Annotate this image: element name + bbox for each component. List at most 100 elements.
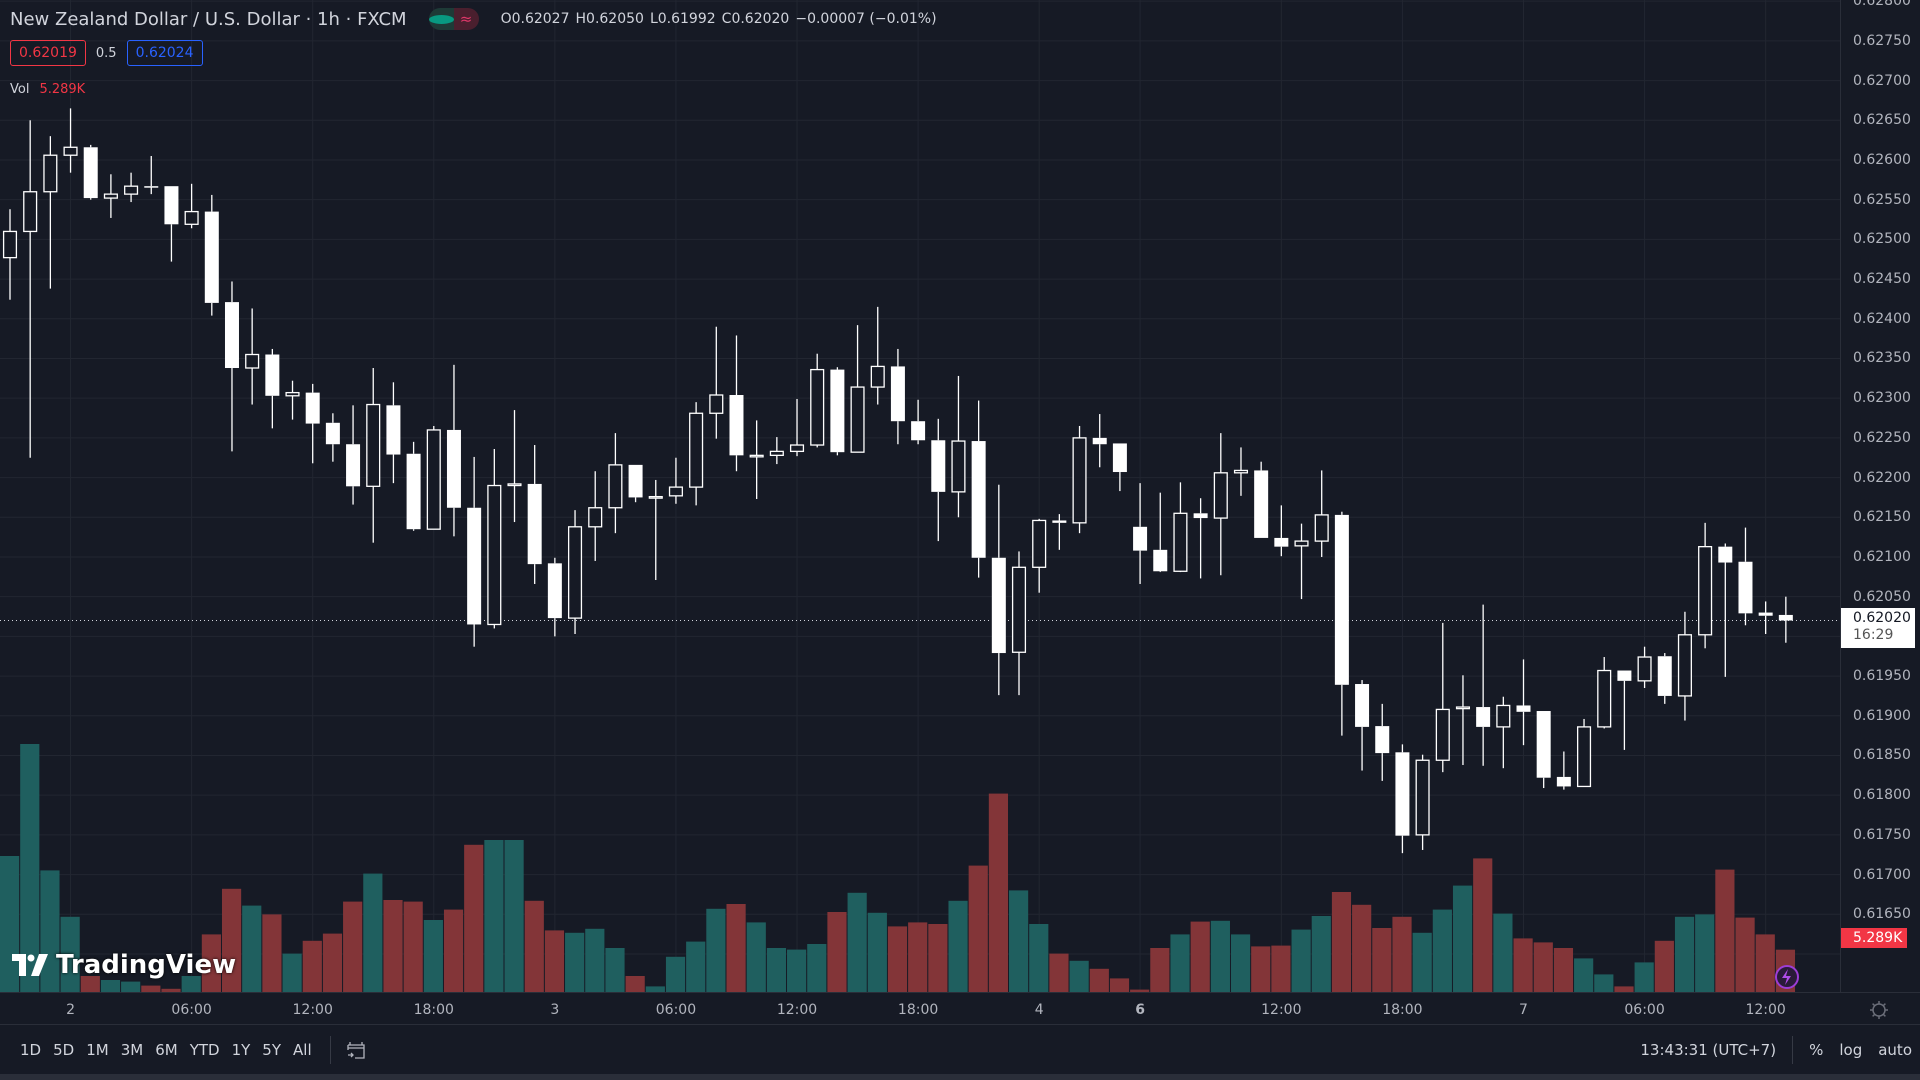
volume-bar (645, 986, 665, 992)
candle-body-down (1153, 549, 1168, 572)
range-button-5y[interactable]: 5Y (262, 1040, 282, 1059)
candle-body-up (567, 526, 583, 619)
sell-button[interactable]: 0.62019 (10, 40, 86, 66)
volume-bar (161, 988, 181, 992)
low-label: L (649, 11, 658, 27)
volume-value: 5.289K (39, 82, 86, 97)
tradingview-logo[interactable]: TradingView (12, 950, 236, 980)
volume-bar (1533, 942, 1553, 992)
toolbar-divider (329, 1035, 331, 1064)
candle-body-down (527, 483, 542, 565)
high-value: 0.62050 (586, 11, 644, 27)
volume-bar (766, 948, 787, 992)
volume-label: Vol (10, 82, 30, 97)
time-axis[interactable]: 2 06:00 12:00 18:00 3 06:00 12:00 18:00 4 6 12:00 1… (0, 992, 1920, 1024)
volume-bar (1594, 974, 1614, 992)
auto-scale-toggle[interactable]: auto (1878, 1041, 1912, 1059)
candle-body-down (931, 440, 946, 492)
candle-body-up (1698, 546, 1713, 636)
price-axis-label: 0.62500 (1853, 231, 1911, 248)
bottom-toolbar: 1D 5D 1M 3M 6M YTD 1Y 5Y All 13:43:31 (UTC+7) % … (0, 1024, 1920, 1074)
candle-body-down (1476, 707, 1491, 727)
volume-legend[interactable]: Vol 5.289K (10, 82, 85, 97)
range-button-3m[interactable]: 3M (120, 1040, 144, 1059)
candle-body-up (1233, 469, 1249, 474)
candle-body-down (971, 441, 986, 558)
volume-bar (80, 976, 100, 992)
volume-bar (1574, 958, 1594, 992)
volume-bar (1251, 946, 1271, 992)
range-button-ytd[interactable]: YTD (189, 1040, 220, 1059)
candle-body-down (446, 429, 461, 508)
volume-bar (948, 900, 968, 992)
log-scale-toggle[interactable]: log (1839, 1041, 1863, 1059)
volume-bar (605, 948, 625, 992)
volume-bar (544, 930, 565, 992)
candle-body-down (265, 354, 280, 396)
percent-scale-toggle[interactable]: % (1809, 1041, 1824, 1059)
chart-plot-area[interactable] (0, 0, 1840, 992)
close-value: 0.62020 (731, 11, 790, 27)
change-value: −0.00007 (−0.01%) (795, 11, 937, 27)
price-axis-label: 0.62050 (1853, 588, 1911, 605)
candle-body-up (709, 394, 724, 414)
volume-bar (524, 900, 544, 992)
range-button-1y[interactable]: 1Y (231, 1040, 251, 1059)
timezone-clock[interactable]: 13:43:31 (UTC+7) (1640, 1041, 1777, 1059)
buy-button[interactable]: 0.62024 (126, 40, 203, 66)
settings-gear-icon[interactable] (1868, 999, 1890, 1021)
spread-value: 0.5 (95, 45, 117, 61)
symbol-title[interactable]: New Zealand Dollar / U.S. Dollar · 1h · … (10, 8, 407, 30)
volume-bar (887, 926, 908, 992)
price-axis-label: 0.62350 (1853, 350, 1911, 367)
volume-bar (565, 932, 585, 992)
volume-bar (242, 905, 262, 992)
price-axis[interactable]: 0.62800 0.62750 0.62700 0.62650 0.62600 0.625… (1840, 0, 1920, 992)
volume-bar (1130, 989, 1150, 992)
volume-bar (363, 873, 383, 992)
volume-bar (100, 980, 121, 992)
candle-body-up (789, 444, 805, 453)
candle-body-up (668, 486, 683, 497)
time-axis-label: 12:00 (1261, 1002, 1302, 1018)
volume-bar (1331, 892, 1352, 992)
volume-bar (1210, 920, 1230, 992)
volume-bar (282, 953, 302, 992)
volume-bar (807, 944, 827, 992)
range-button-5d[interactable]: 5D (53, 1040, 75, 1059)
volume-bar (1109, 978, 1130, 992)
candle-body-up (43, 154, 58, 193)
range-button-1m[interactable]: 1M (86, 1040, 109, 1059)
current-price-value: 0.62020 (1853, 610, 1911, 626)
time-axis-label: 06:00 (1624, 1002, 1665, 1018)
range-button-all[interactable]: All (293, 1040, 312, 1059)
market-open-icon (428, 8, 454, 30)
volume-bar (1735, 917, 1755, 992)
volume-bar (141, 985, 161, 992)
market-status-pill[interactable]: ≈ (428, 8, 479, 30)
range-button-1d[interactable]: 1D (20, 1040, 42, 1059)
range-button-6m[interactable]: 6M (155, 1040, 178, 1059)
price-axis-label: 0.61700 (1853, 866, 1911, 883)
candle-body-down (1274, 537, 1289, 547)
candle-body-up (1032, 519, 1047, 568)
time-axis-label: 18:00 (1382, 1002, 1423, 1018)
high-label: H (575, 11, 587, 27)
volume-bar (403, 901, 423, 992)
volume-bar (1170, 934, 1190, 992)
volume-bar (20, 744, 40, 992)
candle-body-down (1334, 514, 1349, 685)
candle-body-down (83, 147, 98, 199)
volume-bar (1674, 916, 1695, 992)
candle-body-up (648, 495, 663, 499)
volume-bar (181, 976, 201, 992)
candle-body-down (1092, 437, 1107, 445)
current-price-label: 0.62020 16:29 (1841, 608, 1915, 648)
tradingview-logo-icon (12, 954, 48, 976)
go-to-date-icon[interactable] (345, 1039, 367, 1061)
price-axis-label: 0.62650 (1853, 112, 1911, 129)
candle-body-up (124, 185, 139, 195)
volume-bar (665, 956, 686, 992)
volume-bar (443, 909, 464, 992)
lightning-icon[interactable] (1774, 964, 1800, 990)
